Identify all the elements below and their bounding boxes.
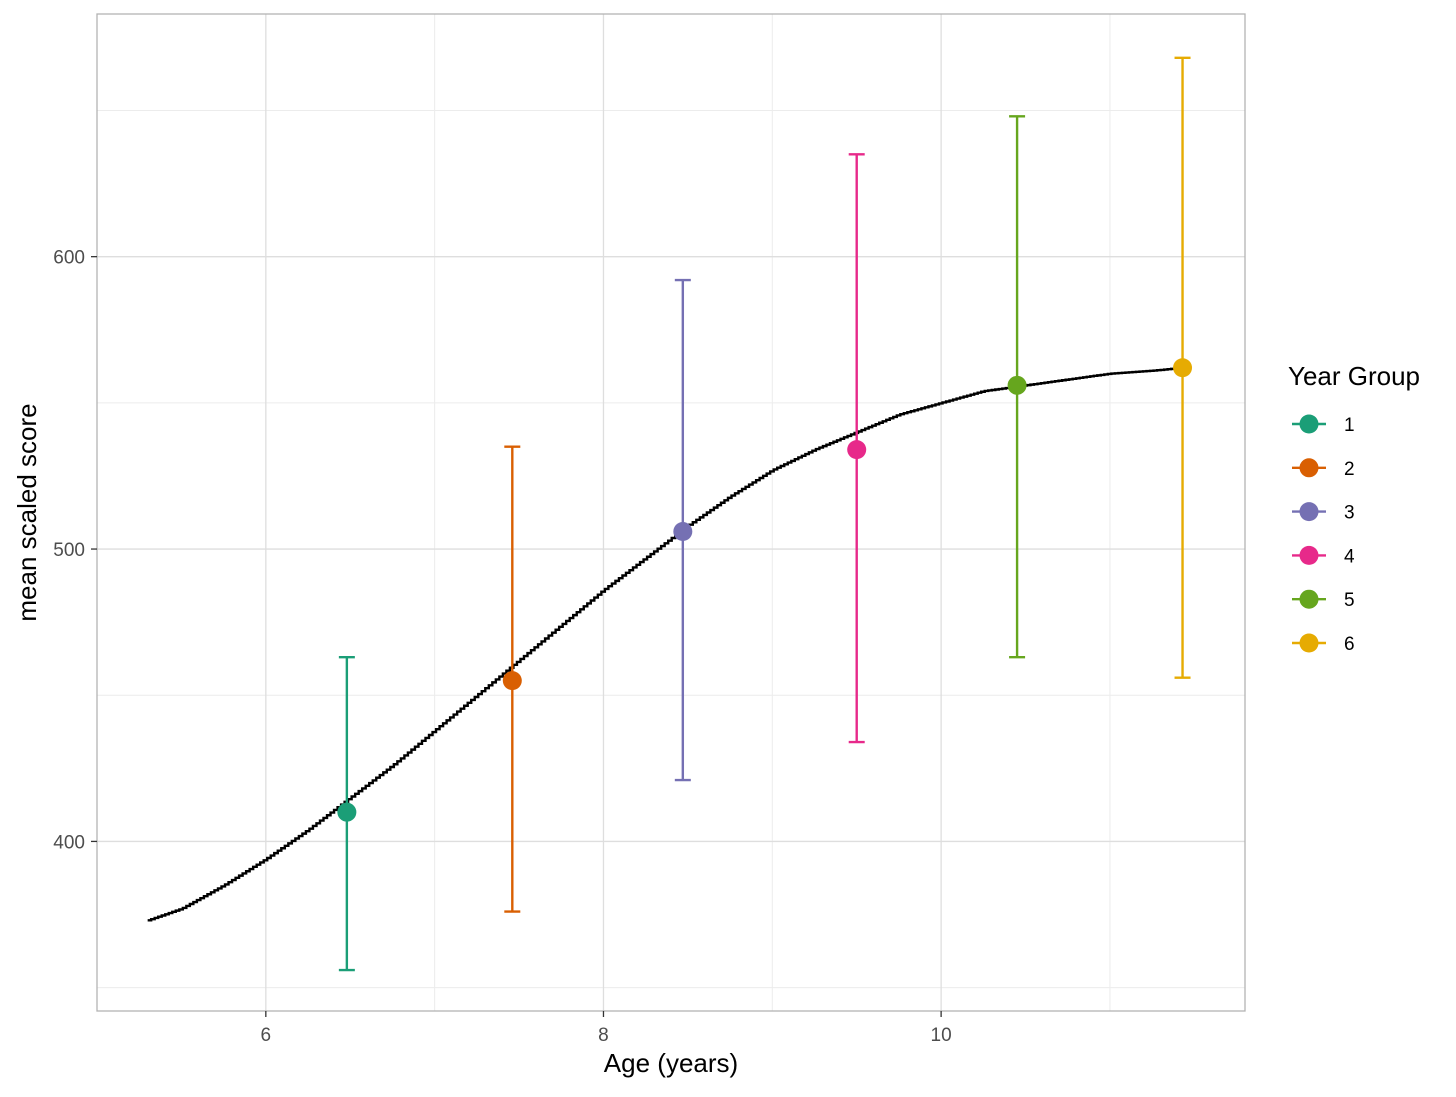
legend-item-1: 1 (1292, 414, 1355, 436)
legend-key-point (1299, 589, 1319, 609)
legend-title: Year Group (1288, 361, 1420, 391)
y-tick-label: 400 (53, 832, 85, 853)
legend-key-point (1299, 545, 1319, 565)
legend-item-4: 4 (1292, 545, 1355, 567)
legend-item-5: 5 (1292, 589, 1355, 611)
error-bars (338, 56, 1191, 972)
data-point-4 (847, 440, 867, 460)
legend-label: 4 (1344, 546, 1355, 567)
legend-item-2: 2 (1292, 458, 1355, 480)
data-point-5 (1007, 375, 1027, 395)
y-axis-title: mean scaled score (12, 403, 42, 621)
legend-key-point (1299, 414, 1319, 434)
data-point-1 (337, 802, 357, 822)
legend-item-3: 3 (1292, 502, 1355, 524)
legend-key-point (1299, 502, 1319, 522)
legend-label: 5 (1344, 590, 1355, 611)
legend-label: 6 (1344, 634, 1355, 655)
legend: Year Group 1 2 3 4 5 6 (1288, 361, 1420, 655)
legend-label: 3 (1344, 503, 1355, 524)
trend-line-layer (147, 366, 1183, 922)
legend-key-point (1299, 458, 1319, 478)
legend-label: 1 (1344, 415, 1355, 436)
axes: 6 8 10 400 500 600 (53, 248, 951, 1046)
legend-key-point (1299, 633, 1319, 653)
data-points (337, 358, 1193, 822)
trend-line (147, 366, 1183, 922)
legend-label: 2 (1344, 459, 1355, 480)
data-point-2 (502, 671, 522, 691)
data-point-3 (673, 522, 693, 542)
x-axis-title: Age (years) (604, 1048, 738, 1078)
x-tick-label: 8 (598, 1025, 609, 1046)
y-tick-label: 600 (53, 248, 85, 269)
legend-item-6: 6 (1292, 633, 1355, 655)
x-tick-label: 10 (931, 1025, 952, 1046)
x-tick-label: 6 (261, 1025, 272, 1046)
grid (97, 14, 1245, 1011)
y-tick-label: 500 (53, 540, 85, 561)
panel-border (96, 13, 1246, 1012)
data-point-6 (1173, 358, 1193, 378)
